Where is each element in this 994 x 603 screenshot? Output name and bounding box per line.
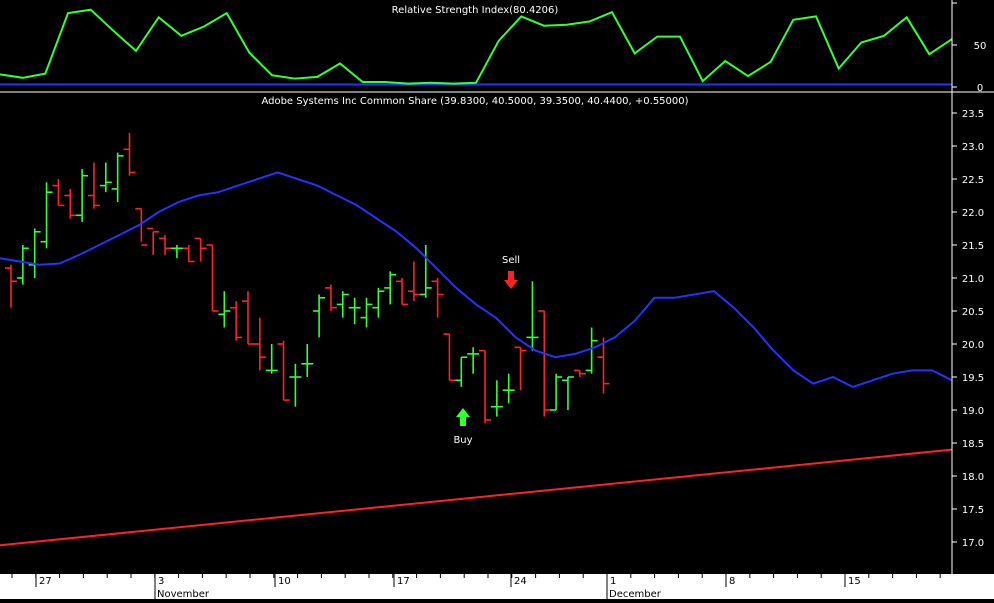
rsi-panel: Relative Strength Index(80.4206) 0 50: [0, 2, 987, 94]
ohlc-bar: [170, 245, 183, 259]
ohlc-bar: [253, 317, 266, 371]
ohlc-bars: [5, 132, 610, 424]
ohlc-bar: [277, 340, 290, 401]
price-y-tick-label: 17.0: [962, 538, 984, 549]
ohlc-bar: [443, 333, 456, 382]
ohlc-bar: [123, 132, 136, 176]
x-tick-label: 3: [158, 576, 164, 587]
ohlc-bar: [206, 244, 219, 312]
signal-annotations: Buy Sell: [453, 255, 520, 446]
x-tick-label: 24: [514, 576, 527, 587]
ohlc-bar: [76, 169, 89, 222]
ohlc-bar: [313, 294, 326, 338]
rsi-y-axis: 0 50: [952, 2, 987, 94]
short-ma-line: [0, 171, 953, 388]
ohlc-bar: [372, 287, 385, 318]
buy-label: Buy: [453, 435, 472, 446]
ohlc-bar: [419, 245, 432, 298]
x-tick-label: 17: [397, 576, 410, 587]
x-tick-label: 8: [729, 576, 735, 587]
x-tick-label: 27: [39, 576, 52, 587]
ohlc-bar: [431, 278, 444, 318]
ohlc-bar: [597, 337, 610, 394]
price-y-tick-label: 21.0: [962, 274, 984, 285]
x-tick-label: 1: [610, 576, 616, 587]
ohlc-bar: [384, 271, 397, 305]
price-panel: Adobe Systems Inc Common Share (39.8300,…: [0, 96, 984, 549]
sell-arrow-icon: [504, 271, 518, 289]
rsi-y-tick-label: 50: [974, 41, 987, 52]
price-y-tick-label: 23.5: [962, 109, 984, 120]
moving-average-short: [0, 171, 953, 388]
ohlc-bar: [135, 207, 148, 246]
price-y-tick-label: 20.0: [962, 340, 984, 351]
ohlc-bar: [230, 301, 243, 341]
ohlc-bar: [265, 344, 278, 374]
ohlc-bar: [336, 291, 349, 318]
price-y-tick-label: 22.0: [962, 208, 984, 219]
ohlc-bar: [348, 297, 361, 325]
buy-signal: Buy: [453, 408, 473, 446]
ohlc-bar: [218, 291, 231, 328]
ohlc-bar: [360, 297, 373, 328]
ohlc-bar: [324, 284, 337, 311]
ohlc-bar: [289, 363, 302, 407]
rsi-line: [0, 8, 953, 85]
month-label: November: [157, 589, 210, 599]
ohlc-bar: [5, 264, 17, 308]
ohlc-bar: [16, 245, 29, 285]
moving-average-long: [0, 448, 953, 547]
month-label: December: [609, 589, 662, 599]
ohlc-bar: [301, 344, 314, 377]
ohlc-bar: [194, 237, 207, 262]
ohlc-bar: [561, 376, 574, 410]
price-y-tick-label: 18.0: [962, 472, 984, 483]
ohlc-bar: [242, 291, 254, 345]
ohlc-bar: [538, 310, 551, 417]
x-tick-label: 15: [848, 576, 861, 587]
ohlc-bar: [514, 346, 527, 391]
ohlc-bar: [99, 162, 112, 193]
ohlc-bar: [87, 162, 100, 209]
ohlc-bar: [550, 373, 563, 411]
ohlc-bar: [147, 227, 160, 255]
ohlc-bar: [64, 188, 77, 219]
long-ma-line: [0, 448, 953, 547]
ohlc-bar: [585, 327, 598, 374]
price-y-tick-label: 20.5: [962, 307, 984, 318]
ohlc-bar: [182, 245, 195, 263]
ohlc-bar: [407, 261, 420, 302]
ohlc-bar: [573, 369, 586, 377]
price-y-tick-label: 19.0: [962, 406, 984, 417]
sell-signal: Sell: [502, 255, 520, 289]
rsi-lines: [0, 8, 953, 86]
ohlc-bar: [467, 347, 480, 374]
rsi-y-tick-label: 0: [977, 83, 983, 94]
ohlc-bar: [479, 349, 491, 424]
ohlc-bar: [455, 356, 468, 387]
price-y-axis: 17.0 17.5 18.0 18.5 19.0 19.5 20.0 20.5 21.0 21.5…: [952, 109, 984, 549]
x-tick-label: 10: [278, 576, 291, 587]
price-y-tick-label: 23.0: [962, 142, 984, 153]
price-y-tick-label: 22.5: [962, 175, 984, 186]
ohlc-bar: [52, 179, 65, 207]
price-y-tick-label: 18.5: [962, 439, 984, 450]
price-title: Adobe Systems Inc Common Share (39.8300,…: [261, 96, 688, 107]
x-axis: 27 3 10 17 24 1 8 15 November December: [0, 574, 994, 600]
price-y-tick-label: 21.5: [962, 241, 984, 252]
sell-label: Sell: [502, 255, 520, 266]
ohlc-bar: [111, 152, 124, 203]
ohlc-bar: [159, 235, 172, 255]
price-y-tick-label: 19.5: [962, 373, 984, 384]
rsi-title: Relative Strength Index(80.4206): [392, 5, 559, 16]
ohlc-bar: [502, 373, 515, 404]
buy-arrow-icon: [456, 408, 470, 426]
ohlc-bar: [40, 182, 53, 249]
ohlc-bar: [526, 281, 539, 351]
ohlc-bar: [490, 380, 503, 417]
price-y-tick-label: 17.5: [962, 505, 984, 516]
ohlc-bar: [396, 278, 409, 306]
